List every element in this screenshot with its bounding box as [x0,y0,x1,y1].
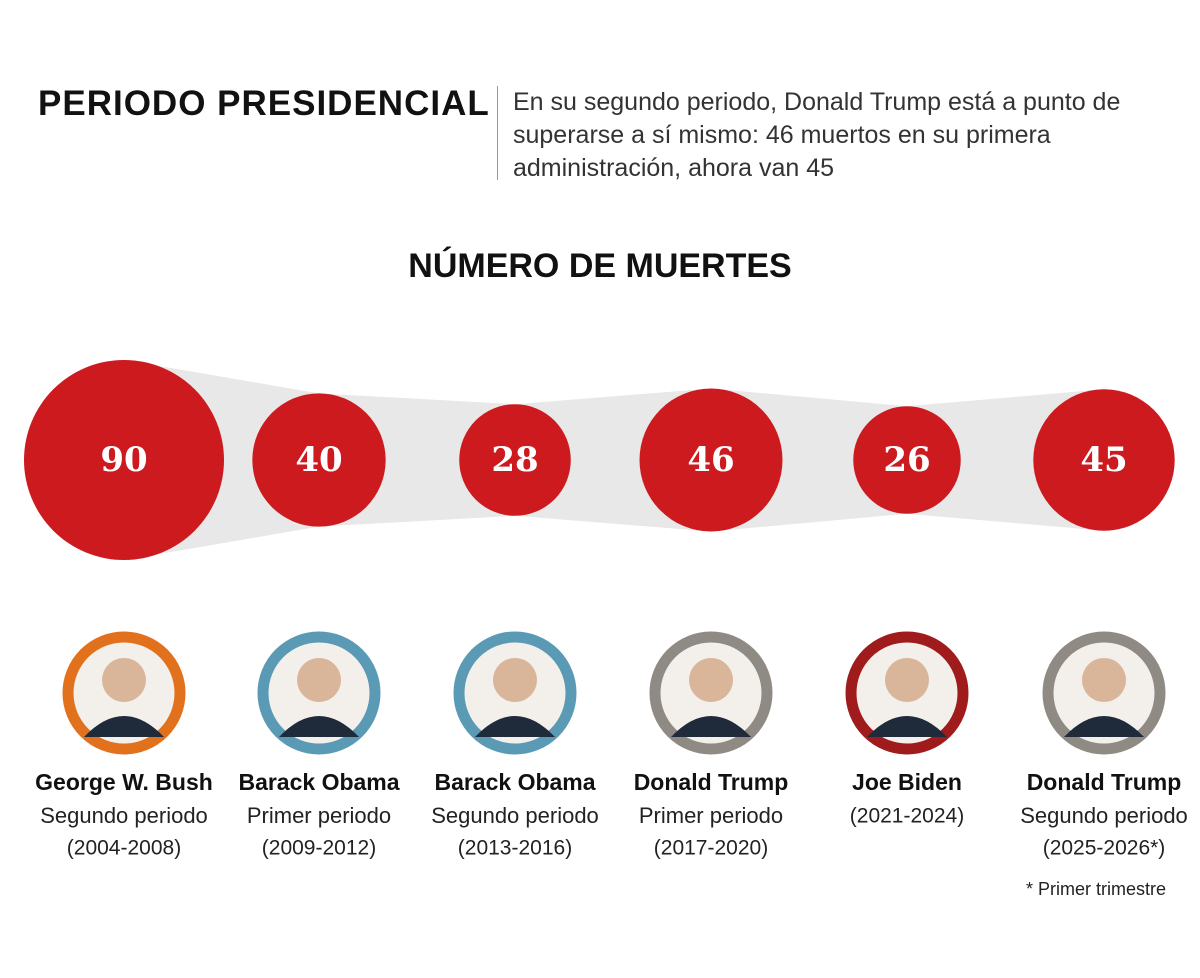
value-label: 46 [687,440,734,480]
president-name: Barack Obama [238,769,399,795]
portrait-face [1082,658,1126,702]
value-label: 26 [883,440,930,480]
years: (2004-2008) [67,837,181,860]
period: Segundo periodo [431,803,599,828]
portrait-body [867,716,947,737]
portrait-body [671,716,751,737]
header-title: PERIODO PRESIDENCIAL [38,84,490,123]
bubble [639,388,783,532]
president-name: Donald Trump [634,769,789,795]
years: (2025-2026*) [1043,837,1166,860]
years: (2009-2012) [262,837,376,860]
value-label: 45 [1080,440,1127,480]
divider [497,86,498,180]
footnote: * Primer trimestre [1026,879,1166,899]
value-label: 90 [100,440,147,480]
years: (2013-2016) [458,837,572,860]
portrait-face [689,658,733,702]
period: Segundo periodo [1020,803,1188,828]
president-name: George W. Bush [35,769,213,795]
period: Primer periodo [247,803,391,828]
header-text: En su segundo periodo, Donald Trump está… [513,88,1121,182]
portrait-body [1064,716,1144,737]
years: (2021-2024) [850,805,964,828]
period: Primer periodo [639,803,783,828]
bubble [1033,389,1175,531]
president-name: Barack Obama [434,769,595,795]
bubble [853,406,961,514]
period: Segundo periodo [40,803,208,828]
portrait-face [102,658,146,702]
portrait-body [84,716,164,737]
chart-title: NÚMERO DE MUERTES [408,247,791,285]
bubble [24,360,224,560]
years: (2017-2020) [654,837,768,860]
value-label: 28 [491,440,538,480]
portrait-face [493,658,537,702]
portrait-face [297,658,341,702]
portrait-body [279,716,359,737]
president-name: Donald Trump [1027,769,1182,795]
value-label: 40 [295,440,342,480]
portrait-body [475,716,555,737]
portrait-face [885,658,929,702]
bubble [459,404,571,516]
president-name: Joe Biden [852,769,962,795]
bubble [252,393,386,527]
